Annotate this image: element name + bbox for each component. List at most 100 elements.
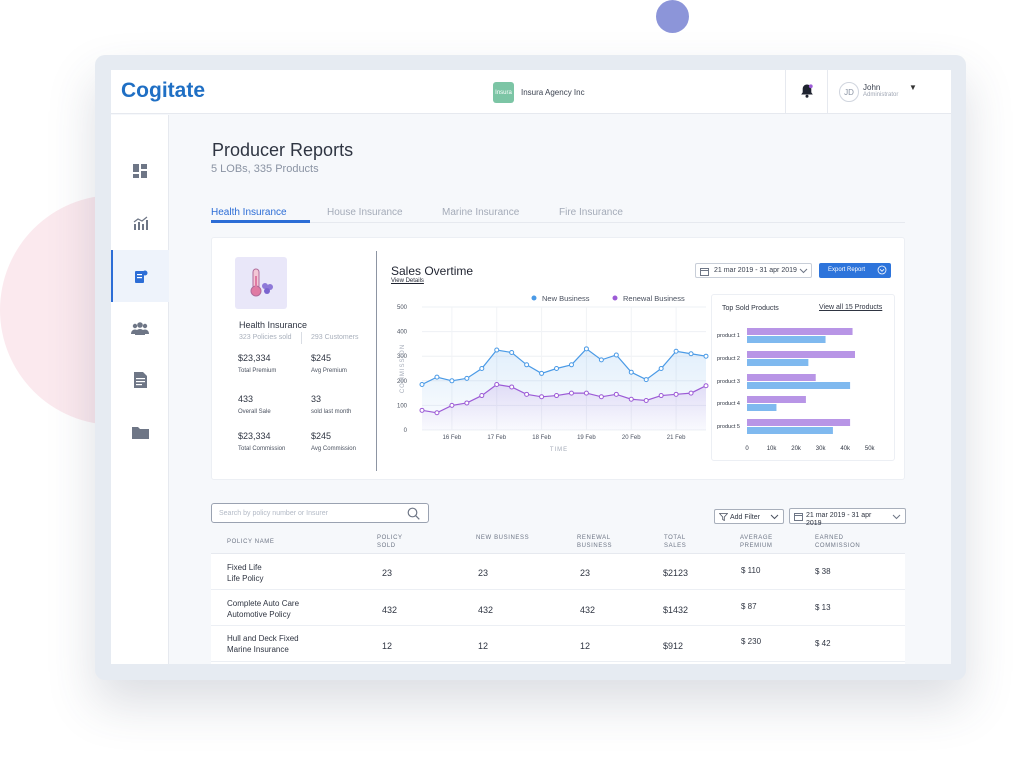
policy-sold: 432 (382, 605, 398, 615)
policy-name-line: Hull and Deck Fixed (227, 634, 299, 643)
lob-name: Health Insurance (239, 320, 308, 330)
x-tick-label: 16 Feb (443, 435, 462, 441)
tab-marine-insurance[interactable]: Marine Insurance (442, 207, 520, 218)
policy-name-line: Fixed Life (227, 563, 262, 572)
new-business: 432 (478, 605, 494, 615)
policy-name-line: Complete Auto Care (227, 599, 300, 608)
date-range-value: 21 mar 2019 - 31 apr 2019 (714, 267, 797, 274)
top-sold-products-panel: Top Sold Products View all 15 Products p… (711, 294, 895, 461)
y-tick-label: 100 (397, 403, 408, 409)
table-date-range-select[interactable]: 21 mar 2019 - 31 apr 2019 (789, 508, 906, 527)
series-line (421, 348, 707, 386)
average-premium: $ 87 (741, 602, 757, 611)
chevron-down-icon (799, 266, 808, 277)
dashboard-icon[interactable] (111, 145, 169, 197)
category-label: product 3 (717, 379, 740, 385)
legend-marker (612, 295, 618, 301)
search-input[interactable]: Search by policy number or Insurer (211, 503, 429, 523)
data-point (568, 362, 574, 368)
view-all-products-link[interactable]: View all 15 Products (819, 304, 883, 311)
data-point (703, 383, 709, 389)
data-point (434, 374, 440, 380)
data-point (643, 377, 649, 383)
x-tick-label: 10k (767, 446, 778, 452)
category-label: product 2 (717, 356, 740, 362)
folder-icon[interactable] (111, 406, 169, 458)
data-point (479, 366, 485, 371)
y-tick-label: 0 (404, 428, 408, 434)
add-filter-button[interactable]: Add Filter (714, 509, 784, 524)
table-row[interactable]: Complete Auto Care Automotive Policy 432 … (211, 590, 905, 626)
bar (747, 427, 833, 434)
tab-health-insurance[interactable]: Health Insurance (211, 207, 287, 218)
logo[interactable]: Cogitate (121, 79, 205, 102)
y-tick-label: 400 (397, 330, 408, 336)
data-point (419, 381, 425, 387)
bar (747, 328, 853, 335)
filter-icon (718, 513, 729, 523)
stat-label: sold last month (311, 409, 352, 415)
date-range-select[interactable]: 21 mar 2019 - 31 apr 2019 (695, 263, 812, 278)
view-details-link[interactable]: View Details (391, 278, 424, 284)
data-point (598, 357, 604, 363)
divider (301, 332, 302, 344)
x-tick-label: 30k (816, 446, 827, 452)
users-icon[interactable] (111, 302, 169, 354)
user-name[interactable]: John (863, 83, 881, 92)
stat-value: $23,334 (238, 353, 271, 363)
y-tick-label: 500 (397, 305, 408, 311)
document-icon[interactable] (111, 354, 169, 406)
x-tick-label: 20 Feb (622, 435, 641, 441)
active-tab-indicator (211, 220, 310, 223)
data-point (583, 346, 589, 352)
data-point (703, 353, 709, 359)
bell-icon[interactable] (800, 83, 814, 104)
top-sold-title: Top Sold Products (722, 305, 779, 312)
agency-name: Insura Agency Inc (521, 88, 585, 97)
data-point (568, 390, 574, 396)
policy-name: Fixed Life Life Policy (227, 562, 263, 584)
search-icon (407, 507, 420, 525)
tab-house-insurance[interactable]: House Insurance (327, 207, 403, 218)
legend-label: Renewal Business (623, 294, 685, 303)
data-point (613, 391, 619, 397)
bar (747, 374, 816, 381)
column-header[interactable]: EARNED COMMISSION (815, 535, 861, 549)
column-header[interactable]: AVERAGE PREMIUM (740, 535, 773, 549)
x-tick-label: 19 Feb (577, 435, 596, 441)
column-header[interactable]: POLICY NAME (227, 539, 275, 545)
data-point (658, 366, 664, 371)
health-product-icon (235, 257, 287, 309)
average-premium: $ 230 (741, 637, 762, 646)
table-row[interactable]: Hull and Deck Fixed Marine Insurance 12 1… (211, 626, 905, 662)
reports-icon[interactable] (111, 250, 169, 302)
user-role: Administrator (863, 92, 899, 98)
sales-line-chart: 0 100 200 300 400 500 16 Feb 17 Feb 18 Feb 19 Feb… (397, 294, 709, 453)
tab-fire-insurance[interactable]: Fire Insurance (559, 207, 623, 218)
table-row[interactable]: Fixed Life Life Policy 23 23 23 $2123 $ 1… (211, 554, 905, 590)
average-premium: $ 110 (741, 566, 761, 575)
x-tick-label: 0 (745, 446, 749, 452)
policy-sold: 23 (382, 568, 393, 578)
calendar-icon (700, 267, 709, 278)
column-header[interactable]: POLICY SOLD (377, 535, 403, 549)
data-point (554, 366, 560, 371)
x-tick-label: 50k (865, 446, 876, 452)
add-filter-label: Add Filter (730, 514, 760, 521)
chevron-down-icon[interactable]: ▼ (909, 83, 917, 92)
legend-marker (531, 295, 537, 301)
top-sold-bar-chart: product 1 product 2 product 3 product 4 prod… (717, 328, 876, 452)
data-point (583, 390, 589, 396)
column-header[interactable]: NEW BUSINESS (476, 535, 530, 541)
divider (376, 251, 377, 471)
column-header[interactable]: RENEWAL BUSINESS (577, 535, 613, 549)
column-header[interactable]: TOTAL SALES (664, 535, 687, 549)
series-area (422, 384, 706, 430)
avatar[interactable]: JD (839, 82, 859, 102)
earned-commission: $ 13 (815, 603, 831, 612)
decor-circle-top (656, 0, 689, 33)
analytics-icon[interactable] (111, 197, 169, 249)
export-report-button[interactable]: Export Report (819, 263, 891, 278)
agency-logo: Insura (493, 82, 514, 103)
data-point (613, 352, 619, 358)
